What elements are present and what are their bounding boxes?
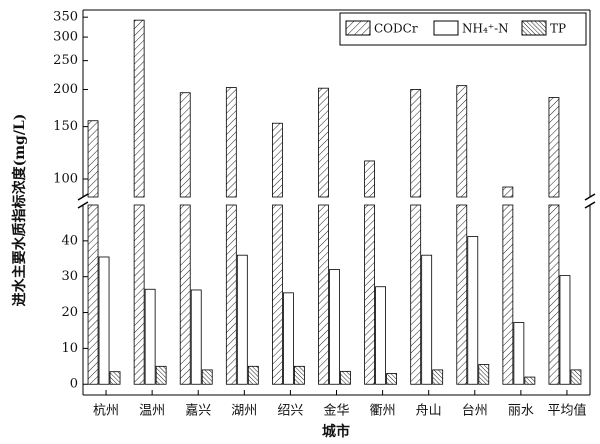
- bar-lower-part: [318, 204, 329, 385]
- x-tick-label: 嘉兴: [185, 404, 211, 419]
- legend-label: CODCr: [374, 22, 418, 36]
- bar: [294, 365, 305, 385]
- bar-upper-part: [548, 97, 560, 198]
- x-tick-label: 舟山: [416, 404, 442, 419]
- x-tick-label: 湖州: [231, 404, 257, 419]
- y-tick-label: 40: [61, 233, 78, 248]
- bar-lower-part: [410, 204, 422, 385]
- bar-upper-part: [272, 122, 283, 198]
- bar-lower-part: [272, 204, 283, 385]
- bar-lower-part: [502, 204, 514, 385]
- bar: [559, 275, 571, 385]
- bar-lower-part: [179, 204, 191, 385]
- bar: [375, 286, 386, 385]
- bar: [421, 254, 433, 385]
- bar-upper-part: [364, 160, 375, 198]
- x-tick-label: 衢州: [370, 404, 396, 419]
- x-tick-label: 台州: [462, 404, 488, 419]
- x-tick-label: 温州: [139, 404, 165, 419]
- legend-swatch: [345, 20, 371, 36]
- x-tick-label: 绍兴: [277, 404, 303, 419]
- bar: [98, 256, 110, 385]
- x-axis-label: 城市: [322, 423, 350, 440]
- bar: [201, 369, 213, 385]
- bar-upper-part: [318, 87, 329, 198]
- bar: [155, 365, 167, 385]
- x-tick-label: 金华: [323, 403, 349, 419]
- bar: [329, 269, 340, 385]
- bar: [386, 373, 397, 385]
- bar: [247, 365, 259, 385]
- bar: [524, 376, 536, 385]
- y-tick-label: 200: [53, 82, 78, 97]
- bar: [236, 254, 248, 385]
- y-tick-label: 100: [53, 172, 78, 187]
- bar-upper-part: [225, 87, 237, 198]
- legend-label: TP: [550, 22, 566, 36]
- bar-upper-part: [502, 186, 514, 198]
- bar-upper-part: [410, 89, 422, 198]
- bar: [340, 370, 351, 385]
- x-tick-label: 杭州: [93, 404, 119, 419]
- bar-upper-part: [179, 92, 191, 198]
- bar-lower-part: [548, 204, 560, 385]
- legend-swatch: [521, 20, 547, 36]
- bar-lower-part: [225, 204, 237, 385]
- bar: [190, 289, 202, 385]
- axis-break: [77, 193, 89, 201]
- y-tick-label: 300: [53, 30, 78, 45]
- y-tick-label: 350: [53, 10, 78, 25]
- y-tick-label: 150: [53, 119, 78, 134]
- y-tick-label: 10: [61, 341, 78, 356]
- bar: [432, 369, 444, 385]
- axis-break: [584, 201, 596, 209]
- bar: [283, 292, 294, 385]
- bar: [478, 364, 490, 385]
- axis-break: [584, 193, 596, 201]
- bar-upper-part: [456, 85, 468, 198]
- bar: [513, 322, 525, 385]
- bar-upper-part: [133, 19, 145, 198]
- y-tick-label: 250: [53, 53, 78, 68]
- bar: [109, 371, 121, 385]
- x-tick-label: 平均值: [547, 403, 586, 419]
- bar-lower-part: [456, 204, 468, 385]
- legend-swatch: [433, 20, 459, 36]
- bar: [467, 236, 479, 385]
- bar-lower-part: [364, 204, 375, 385]
- bar-upper-part: [87, 120, 99, 198]
- y-tick-label: 20: [61, 305, 78, 320]
- bar: [570, 369, 582, 385]
- y-tick-label: 0: [70, 377, 78, 392]
- bar-lower-part: [133, 204, 145, 385]
- axis-break: [77, 201, 89, 209]
- legend-label: NH₄⁺-N: [462, 22, 509, 36]
- bar: [144, 288, 156, 385]
- y-axis-label: 进水主要水质指标浓度(mg/L): [11, 114, 28, 307]
- x-tick-label: 丽水: [508, 404, 534, 419]
- bar-lower-part: [87, 204, 99, 385]
- y-tick-label: 30: [61, 269, 78, 284]
